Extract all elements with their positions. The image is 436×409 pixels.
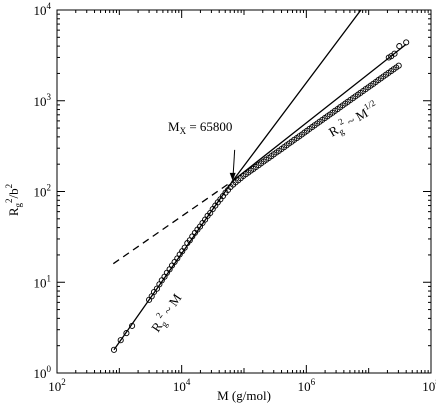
data-point	[403, 39, 410, 46]
data-point	[123, 330, 130, 337]
y-tick-label: 101	[34, 273, 52, 290]
high-slope-annotation: Rg2 ~ M1/2	[325, 98, 382, 142]
x-tick-label: 102	[48, 377, 66, 394]
data-point	[117, 337, 124, 344]
fit-line-solid	[232, 43, 407, 182]
crossover-arrow	[229, 149, 236, 181]
arrow-head	[229, 172, 236, 181]
x-tick-label: 106	[298, 377, 316, 394]
data-points	[110, 39, 410, 353]
data-point	[153, 285, 160, 292]
data-point	[396, 43, 403, 50]
data-point	[110, 346, 118, 353]
y-tick-label: 102	[34, 183, 52, 200]
y-tick-labels: 100 101 102 103 104	[34, 1, 52, 381]
data-point	[129, 322, 136, 329]
crossover-annotation: MX = 65800	[168, 119, 232, 136]
y-tick-label: 103	[34, 92, 52, 109]
data-point	[181, 244, 188, 251]
x-axis-label: M (g/mol)	[217, 388, 271, 403]
x-tick-labels: 102 104 106 108	[48, 377, 436, 394]
y-tick-label: 100	[34, 364, 52, 381]
plot-area	[56, 9, 432, 374]
y-tick-label: 104	[34, 1, 52, 18]
data-point	[395, 62, 402, 69]
minor-ticks	[56, 10, 431, 374]
y-axis-label: Rg2/b2	[4, 184, 23, 216]
fit-line-dashed	[112, 180, 234, 265]
low-slope-annotation: Rg2 ~ M	[146, 289, 186, 335]
data-point	[391, 50, 398, 57]
x-tick-label: 104	[173, 377, 191, 394]
fit-lines	[112, 10, 407, 351]
x-tick-label: 108	[422, 377, 436, 394]
plot-frame	[56, 9, 432, 374]
